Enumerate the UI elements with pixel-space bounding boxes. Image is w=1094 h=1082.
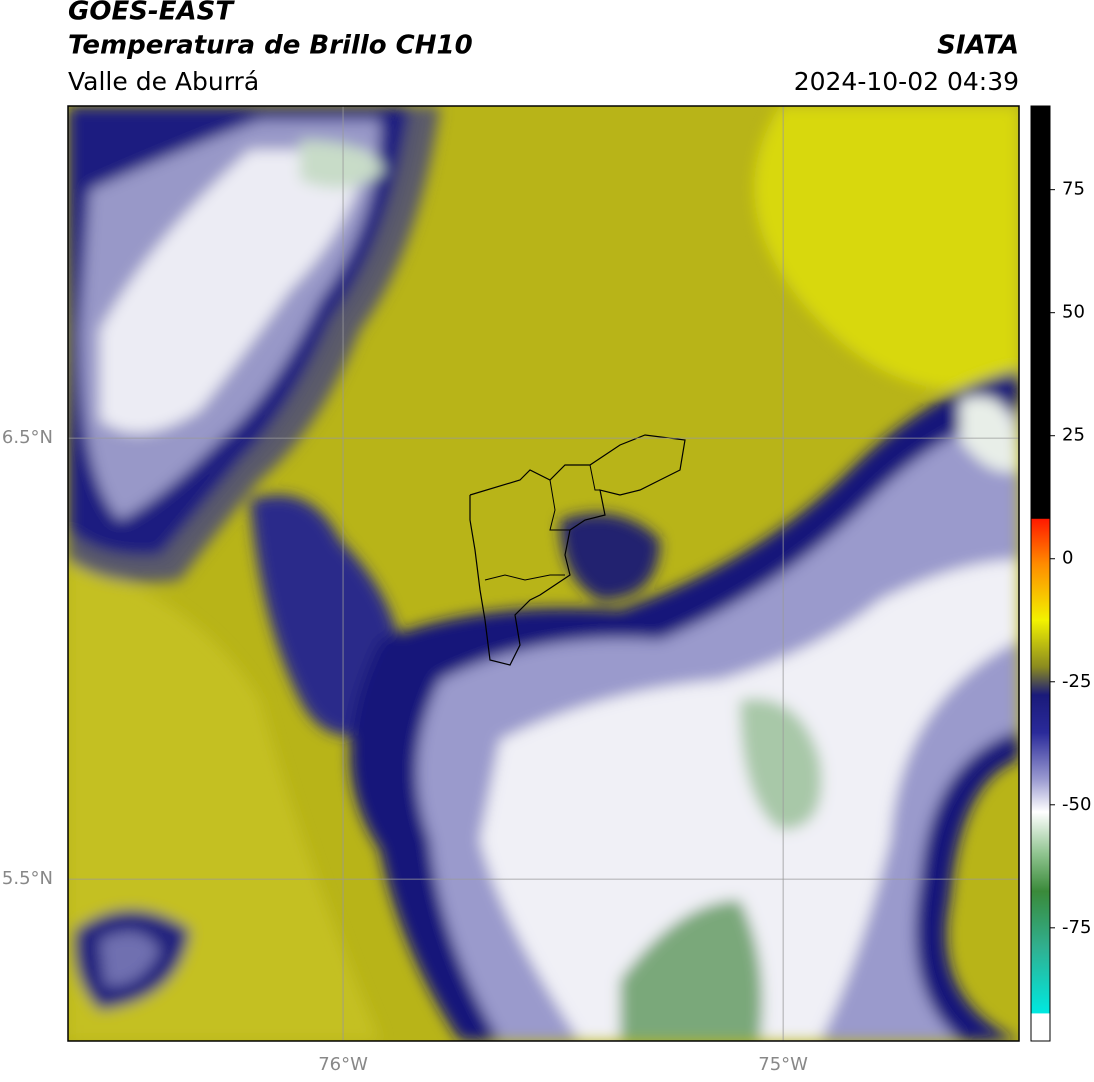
lon-label: 75°W <box>758 1054 808 1075</box>
colorbar-tick-label: 0 <box>1062 548 1073 569</box>
map-frame <box>67 105 1020 1042</box>
colorbar <box>1030 105 1051 1042</box>
colorbar-tick-label: 25 <box>1062 425 1085 446</box>
source: SIATA <box>937 31 1019 61</box>
subtitle: Temperatura de Brillo CH10 <box>68 31 473 61</box>
datetime: 2024-10-02 04:39 <box>794 67 1019 96</box>
lon-label: 76°W <box>318 1054 368 1075</box>
colorbar-tick-label: 75 <box>1062 179 1085 200</box>
colorbar-tick-label: -50 <box>1062 794 1091 815</box>
region: Valle de Aburrá <box>68 67 259 96</box>
colorbar-tick-label: -25 <box>1062 671 1091 692</box>
satellite-image <box>68 106 1019 1041</box>
lat-label: 5.5°N <box>2 868 53 889</box>
lat-label: 6.5°N <box>2 427 53 448</box>
gridlines <box>68 106 1019 1041</box>
colorbar-tick-label: -75 <box>1062 917 1091 938</box>
title: GOES-EAST <box>68 0 235 27</box>
colorbar-tick-label: 50 <box>1062 302 1085 323</box>
